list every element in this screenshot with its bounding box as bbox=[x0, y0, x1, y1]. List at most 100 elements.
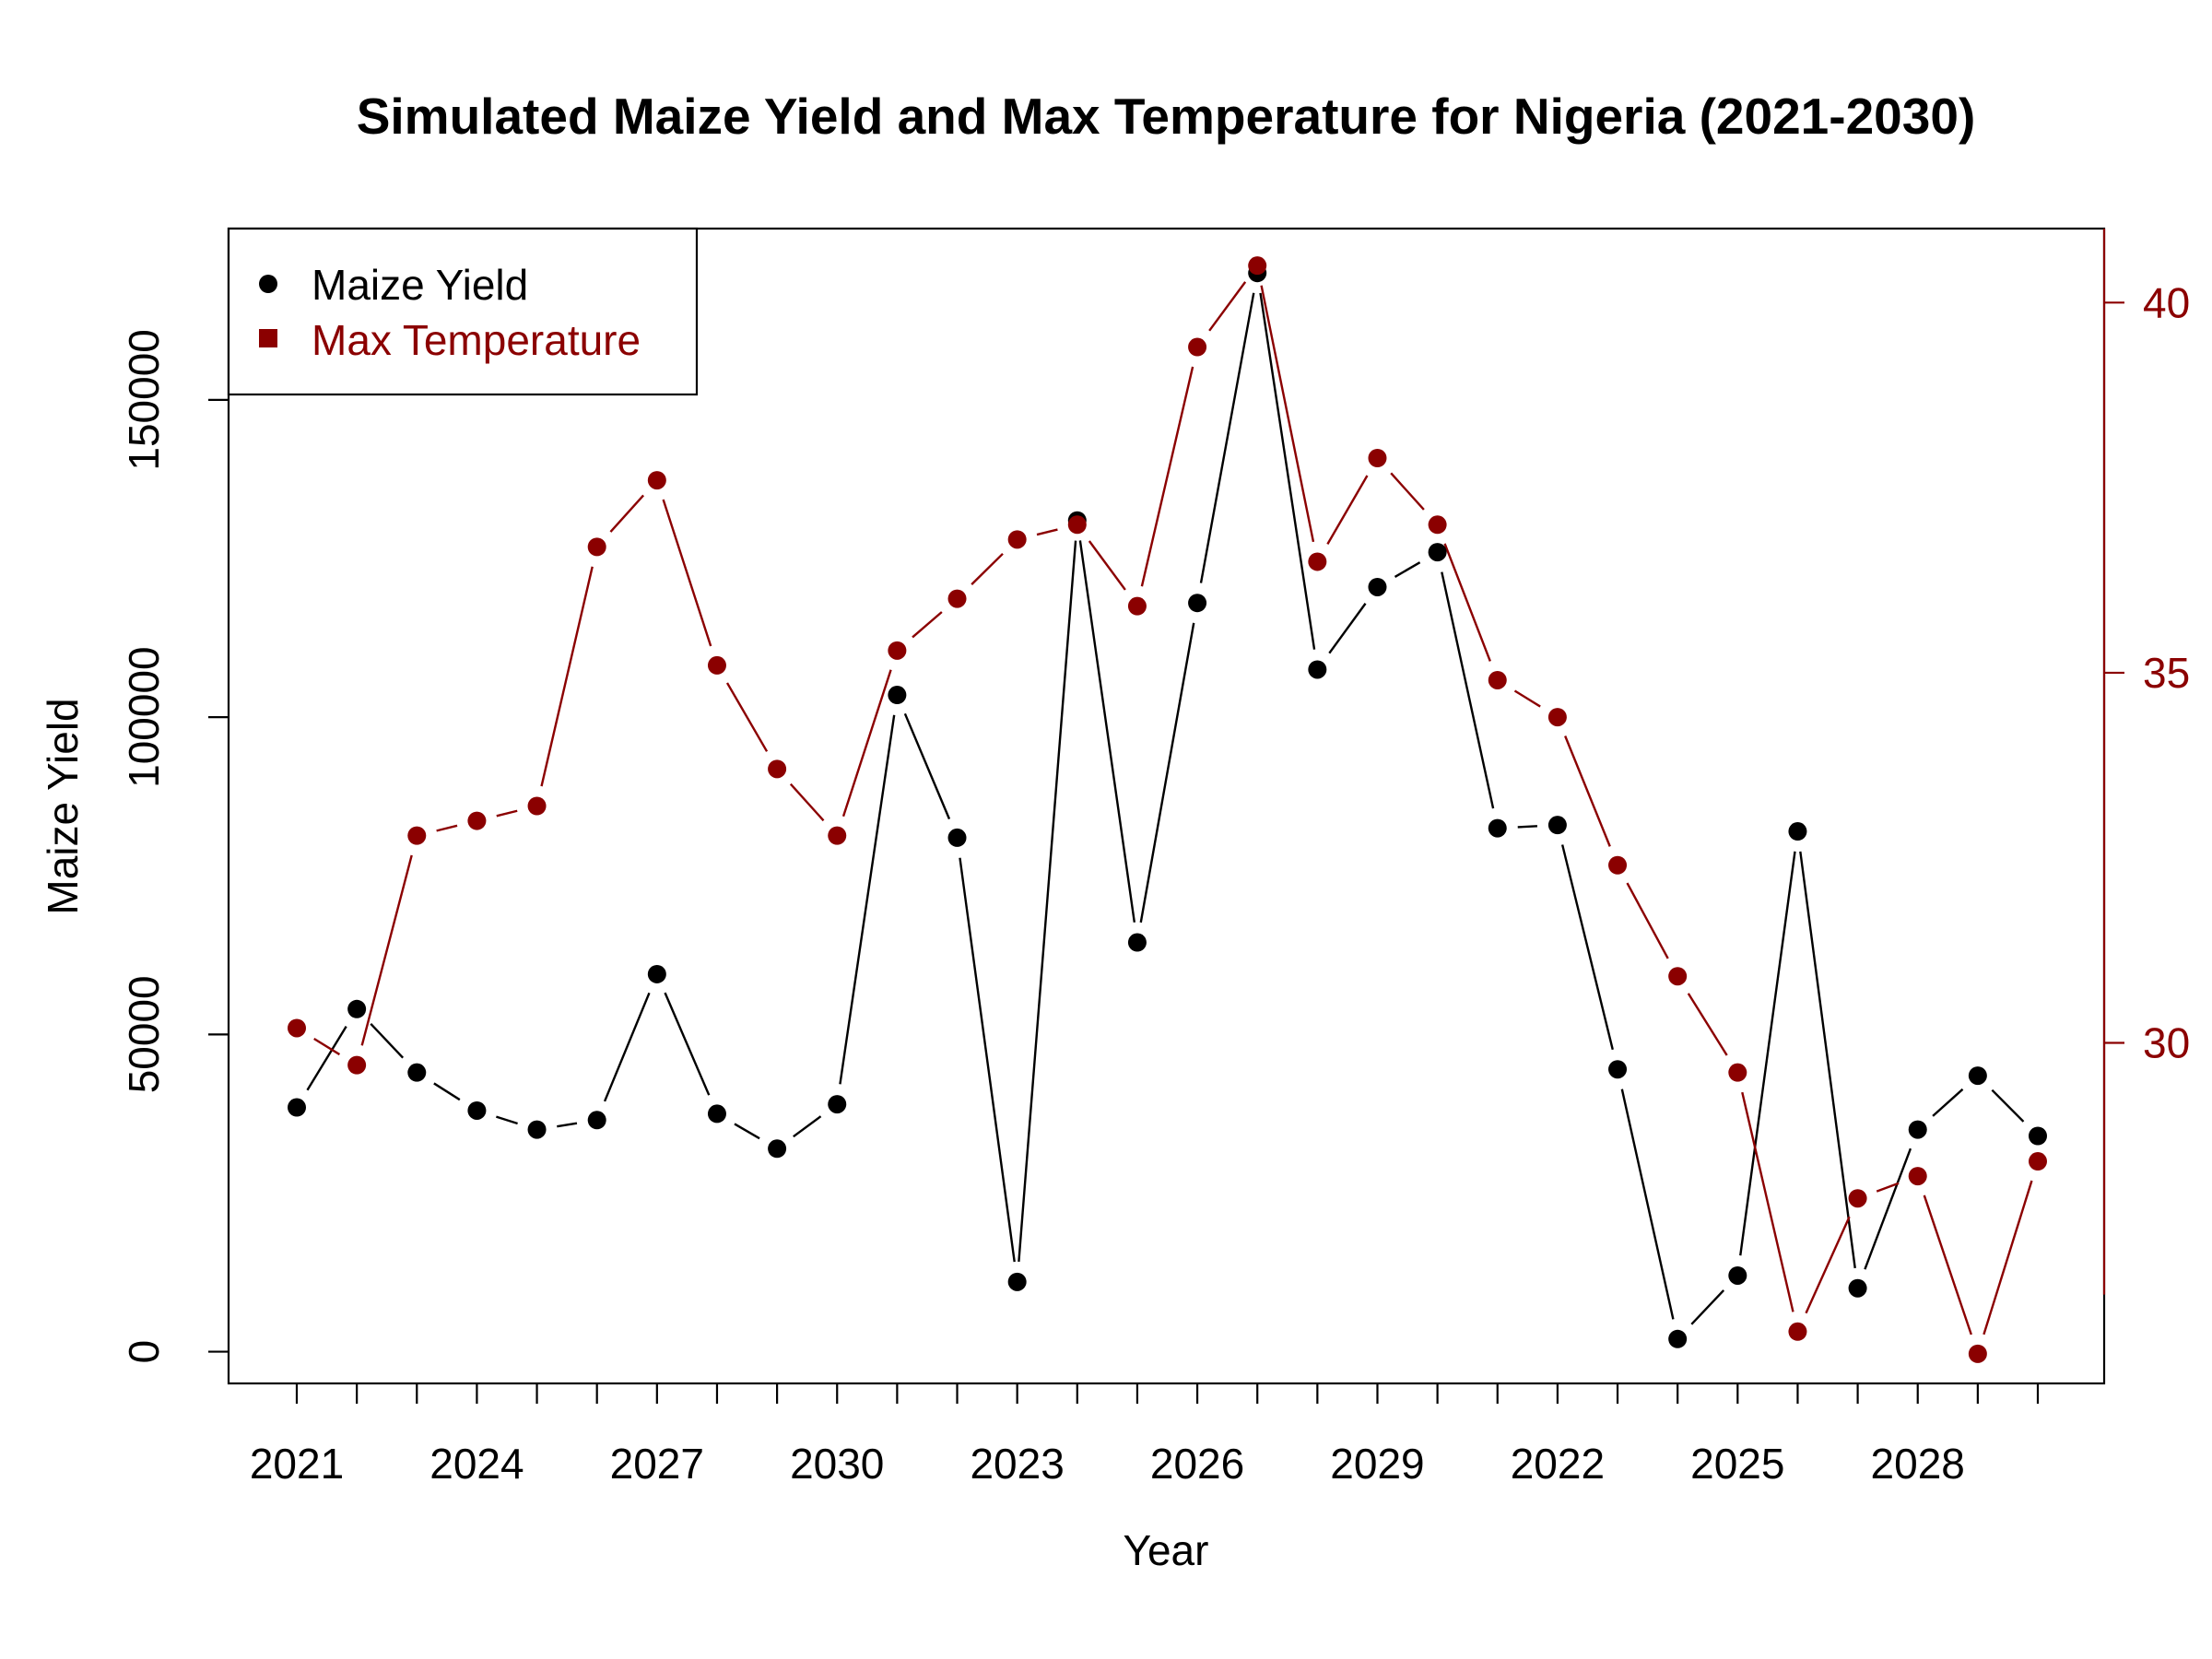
left-y-tick-label: 100000 bbox=[120, 646, 168, 788]
series-0-segment bbox=[1328, 603, 1367, 654]
series-1-segment bbox=[1326, 475, 1369, 546]
series-0-segment bbox=[496, 1115, 518, 1125]
legend-marker-max-temperature bbox=[259, 329, 277, 347]
max-temperature-point bbox=[1728, 1063, 1747, 1082]
max-temperature-point bbox=[1968, 1344, 1987, 1363]
series-0-segment bbox=[433, 1082, 461, 1101]
max-temperature-point bbox=[947, 589, 967, 608]
series-1-segment bbox=[1260, 285, 1315, 543]
x-tick-label: 2023 bbox=[970, 1440, 1064, 1488]
x-tick-label: 2026 bbox=[1150, 1440, 1244, 1488]
series-0-segment bbox=[603, 992, 651, 1102]
series-1-segment bbox=[609, 494, 644, 533]
series-0-segment bbox=[1932, 1088, 1964, 1117]
max-temperature-point bbox=[1067, 515, 1087, 535]
series-0-segment bbox=[1620, 1088, 1675, 1320]
series-0-segment bbox=[1560, 844, 1614, 1051]
maize-yield-point bbox=[1547, 816, 1567, 835]
right-y-axis: 30 35 40 bbox=[2102, 229, 2190, 1295]
series-1-segment bbox=[313, 1037, 341, 1056]
series-0-segment bbox=[734, 1123, 760, 1140]
right-y-tick-label: 40 bbox=[2143, 278, 2190, 326]
max-temperature-point bbox=[1788, 1322, 1807, 1341]
series-0-segment bbox=[1199, 292, 1255, 583]
left-y-axis: 0 50000 100000 150000 bbox=[120, 329, 229, 1363]
series-0-segment bbox=[370, 1022, 405, 1059]
maize-yield-point bbox=[2029, 1126, 2047, 1146]
maize-yield-point bbox=[587, 1111, 606, 1130]
maize-yield-point bbox=[828, 1095, 847, 1114]
max-temperature-point bbox=[1248, 256, 1267, 276]
series-0-segment bbox=[1441, 571, 1495, 809]
series-0-segment bbox=[664, 992, 711, 1096]
series-1-segment bbox=[1140, 366, 1194, 587]
max-temperature-point bbox=[1908, 1167, 1927, 1186]
max-temperature-point bbox=[1488, 670, 1507, 689]
maize-yield-point bbox=[647, 964, 666, 983]
series-0-segment bbox=[903, 712, 951, 820]
series-1-segment bbox=[725, 682, 769, 752]
series-0-segment bbox=[1799, 851, 1856, 1269]
maize-yield-point bbox=[1788, 822, 1807, 841]
series-0-segment bbox=[1018, 540, 1077, 1263]
maize-yield-point bbox=[1728, 1265, 1747, 1285]
series-1-segment bbox=[1923, 1194, 1972, 1335]
legend-label-maize-yield: Maize Yield bbox=[312, 261, 528, 309]
max-temperature-point bbox=[1428, 515, 1447, 535]
maize-yield-point bbox=[707, 1104, 726, 1124]
x-tick-label: 2027 bbox=[610, 1440, 704, 1488]
series-1-segment bbox=[1564, 735, 1611, 847]
max-temperature-point bbox=[407, 826, 427, 845]
max-temperature-point bbox=[1668, 967, 1688, 986]
max-temperature-point bbox=[467, 811, 487, 830]
maize-yield-point bbox=[1368, 577, 1387, 596]
maize-yield-point bbox=[1308, 660, 1327, 679]
maize-yield-point bbox=[888, 686, 907, 705]
series-1-segment bbox=[971, 552, 1004, 586]
series-0-segment bbox=[1690, 1289, 1725, 1325]
maize-yield-point bbox=[1127, 933, 1147, 952]
maize-yield-point bbox=[1428, 543, 1447, 562]
max-temperature-point bbox=[1608, 855, 1628, 875]
series-1-segment bbox=[789, 782, 825, 822]
series-0-segment bbox=[1991, 1088, 2025, 1123]
series-1-segment bbox=[1036, 528, 1058, 536]
series-1-segment bbox=[1983, 1180, 2033, 1335]
maize-yield-point bbox=[1007, 1272, 1027, 1291]
series-1-segment bbox=[1088, 540, 1126, 591]
left-y-tick-label: 50000 bbox=[120, 975, 168, 1093]
series-lines bbox=[306, 281, 2033, 1335]
max-temperature-point bbox=[647, 471, 666, 490]
series-0-segment bbox=[1739, 851, 1796, 1256]
max-temperature-point bbox=[707, 655, 726, 675]
max-temperature-point bbox=[1547, 708, 1567, 727]
max-temperature-point bbox=[768, 759, 787, 779]
series-1-segment bbox=[912, 611, 943, 639]
x-axis-label: Year bbox=[1124, 1526, 1209, 1574]
maize-yield-point bbox=[1908, 1120, 1927, 1139]
max-temperature-point bbox=[288, 1018, 306, 1038]
x-tick-label: 2022 bbox=[1511, 1440, 1605, 1488]
series-1-segment bbox=[540, 566, 594, 787]
maize-yield-point bbox=[407, 1063, 427, 1082]
max-temperature-point bbox=[1848, 1189, 1867, 1208]
series-0-segment bbox=[306, 1025, 347, 1091]
x-tick-label: 2024 bbox=[429, 1440, 524, 1488]
series-0-segment bbox=[1394, 561, 1421, 578]
maize-yield-point bbox=[1608, 1060, 1628, 1079]
maize-yield-point bbox=[768, 1139, 787, 1159]
max-temperature-point bbox=[1368, 448, 1387, 467]
maize-yield-point bbox=[1968, 1066, 1987, 1086]
max-temperature-point bbox=[587, 537, 606, 557]
maize-yield-point bbox=[288, 1098, 306, 1117]
series-1-segment bbox=[496, 809, 518, 818]
legend-label-max-temperature: Max Temperature bbox=[312, 316, 641, 364]
max-temperature-point bbox=[1007, 530, 1027, 549]
series-1-segment bbox=[1876, 1182, 1900, 1193]
series-0-segment bbox=[839, 714, 896, 1085]
series-points bbox=[288, 256, 2047, 1363]
series-1-segment bbox=[360, 854, 413, 1046]
max-temperature-point bbox=[527, 796, 547, 816]
max-temperature-point bbox=[888, 641, 907, 660]
